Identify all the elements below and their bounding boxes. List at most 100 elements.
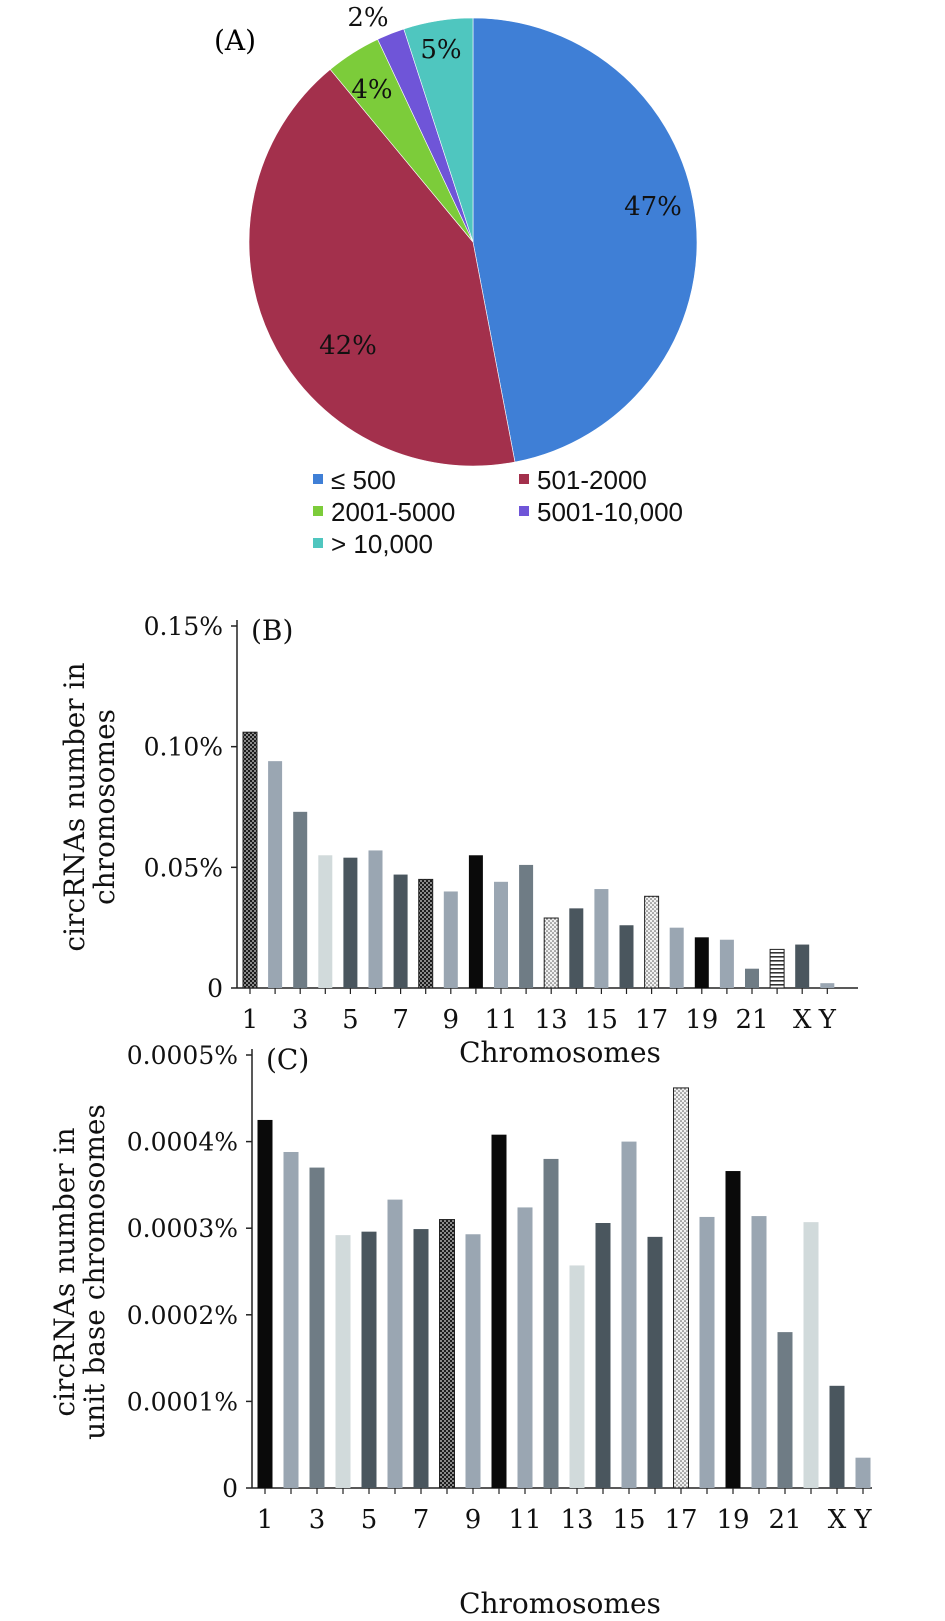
x-tick-label: 11 xyxy=(484,1005,517,1035)
x-tick-label: 3 xyxy=(309,1505,326,1535)
x-tick-label: 17 xyxy=(635,1005,668,1035)
y-tick-label: 0 xyxy=(222,1474,238,1503)
bar-chr-7 xyxy=(413,1229,429,1488)
bar-chart-c: 00.0001%0.0002%0.0003%0.0004%0.0005%1 3 5 7… xyxy=(48,1041,872,1620)
y-tick-label: 0.05% xyxy=(144,853,223,882)
bar-chr-17 xyxy=(673,1087,689,1489)
bar-chr-9 xyxy=(465,1234,481,1488)
bar-chr-3 xyxy=(309,1167,325,1488)
bar-chr-15 xyxy=(594,889,609,988)
x-tick-label: 9 xyxy=(443,1005,460,1035)
pie-slice-label: 4% xyxy=(351,75,392,105)
bar-chr-16 xyxy=(647,1236,663,1488)
bar-chart-b: 00.05%0.10%0.15%1 3 5 7 9 11 13 15 17 19 21 X Y(B)Ch… xyxy=(58,612,858,1069)
bar-chr-2 xyxy=(283,1151,299,1488)
bar-chr-20 xyxy=(719,939,734,988)
y-tick-label: 0.0002% xyxy=(127,1301,238,1330)
x-tick-label: Y xyxy=(818,1005,837,1035)
bar-chr-5 xyxy=(343,857,358,988)
x-tick-label: 19 xyxy=(685,1005,718,1035)
x-tick-label: 13 xyxy=(535,1005,568,1035)
pie-slice-label: 5% xyxy=(420,35,461,65)
bar-chr-8 xyxy=(418,878,434,989)
bar-chr-21 xyxy=(745,968,759,988)
x-tick-label: 9 xyxy=(465,1505,482,1535)
bar-chr-17 xyxy=(644,895,660,989)
bar-chr-9 xyxy=(443,891,458,988)
y-axis-label: circRNAs number in xyxy=(48,1127,81,1416)
bar-chr-20 xyxy=(751,1216,767,1488)
bar-chr-16 xyxy=(619,925,634,988)
panel-label-a: (A) xyxy=(214,24,256,57)
bar-chr-8 xyxy=(439,1219,455,1489)
bar-chr-13 xyxy=(543,917,559,989)
legend-swatch-5001-10-000 xyxy=(519,506,529,516)
panel-label: (B) xyxy=(251,614,293,647)
y-tick-label: 0.10% xyxy=(144,733,223,762)
legend-swatch-10-000 xyxy=(313,538,323,548)
pie-slice-label: 42% xyxy=(319,331,377,361)
legend-label: ≤ 500 xyxy=(331,465,396,495)
x-tick-label: 1 xyxy=(242,1005,259,1035)
x-tick-label: 7 xyxy=(392,1005,409,1035)
pie-slice-10-000 xyxy=(403,17,474,243)
bar-chr-6 xyxy=(387,1199,403,1488)
x-tick-label: X xyxy=(828,1505,847,1535)
bar-chr-11 xyxy=(494,881,508,988)
x-tick-label: Y xyxy=(853,1505,872,1535)
x-tick-label: 15 xyxy=(612,1505,645,1535)
bar-chr-y xyxy=(855,1457,871,1488)
bar-chr-y xyxy=(820,983,835,988)
y-tick-label: 0.0001% xyxy=(127,1387,238,1416)
bar-chr-2 xyxy=(268,761,283,988)
bar-chr-14 xyxy=(595,1223,611,1488)
bar-chr-19 xyxy=(694,937,709,988)
legend-label: 501-2000 xyxy=(537,465,647,495)
y-tick-label: 0.0003% xyxy=(127,1214,238,1243)
bar-chr-12 xyxy=(543,1158,559,1488)
bar-chr-4 xyxy=(335,1235,351,1488)
x-axis-label: Chromosomes xyxy=(459,1587,661,1620)
bar-chr-3 xyxy=(293,811,308,988)
bar-chr-14 xyxy=(569,908,584,988)
bar-chr-22 xyxy=(769,948,785,989)
bar-chr-5 xyxy=(361,1231,377,1488)
bar-chr-22 xyxy=(803,1222,819,1488)
bar-chr-13 xyxy=(569,1265,585,1488)
pie-slice-500 xyxy=(472,17,698,463)
bar-chr-10 xyxy=(468,855,483,988)
y-axis-label: circRNAs number in xyxy=(58,662,91,951)
pie-slice-label: 47% xyxy=(624,192,682,222)
y-tick-label: 0 xyxy=(207,974,223,1003)
legend-label: 5001-10,000 xyxy=(537,497,683,527)
x-tick-label: 3 xyxy=(292,1005,309,1035)
x-tick-label: 21 xyxy=(768,1505,801,1535)
pie-slice-501-2000 xyxy=(248,68,516,467)
bar-chr-18 xyxy=(699,1216,715,1488)
bar-chr-10 xyxy=(491,1134,507,1488)
bar-chr-15 xyxy=(621,1141,637,1488)
bar-chr-6 xyxy=(368,850,383,988)
legend-swatch-501-2000 xyxy=(519,474,529,484)
pie-slices xyxy=(248,17,698,467)
x-tick-label: X xyxy=(793,1005,812,1035)
bar-chr-19 xyxy=(725,1171,741,1488)
x-tick-label: 11 xyxy=(508,1505,541,1535)
bar-chr-7 xyxy=(393,874,408,988)
pie-labels: 47% 42% 4% 2% 5% xyxy=(319,3,682,361)
pie-chart-panel: (A) 47% 42% 4% 2% 5% ≤ 500 501-2000 2001-5000 5… xyxy=(214,3,698,559)
bar-chr-4 xyxy=(318,855,333,988)
x-tick-label: 7 xyxy=(413,1505,430,1535)
x-tick-label: 1 xyxy=(257,1505,274,1535)
legend-swatch-500 xyxy=(313,474,323,484)
pie-slice-label: 2% xyxy=(347,3,388,33)
pie-legend: ≤ 500 501-2000 2001-5000 5001-10,000 > 10,00… xyxy=(313,465,683,559)
x-tick-label: 19 xyxy=(716,1505,749,1535)
y-tick-label: 0.0005% xyxy=(127,1041,238,1070)
x-tick-label: 5 xyxy=(361,1505,378,1535)
y-axis-label: unit base chromosomes xyxy=(78,1104,111,1440)
bar-chr-1 xyxy=(257,1119,273,1488)
x-tick-label: 5 xyxy=(342,1005,359,1035)
x-tick-label: 15 xyxy=(585,1005,618,1035)
